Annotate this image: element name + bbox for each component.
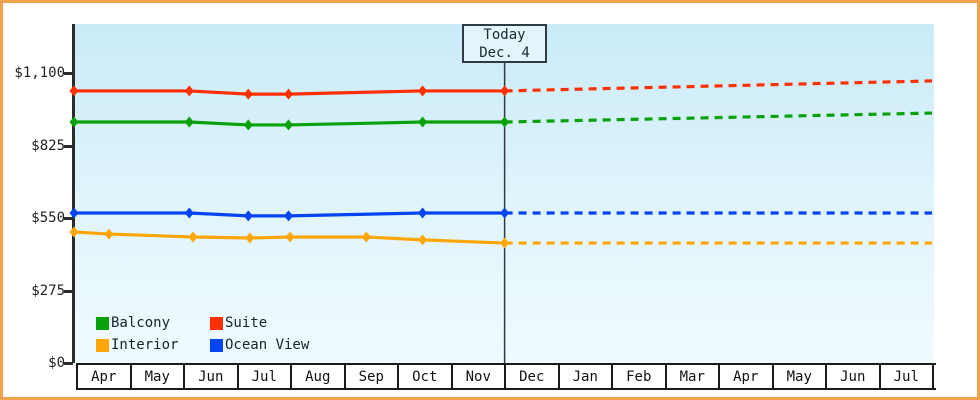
month-cell: Apr xyxy=(720,365,774,388)
series-forecast-suite xyxy=(504,79,933,93)
month-cell: May xyxy=(774,365,827,388)
month-cell: Sep xyxy=(346,365,399,388)
y-tick-mark xyxy=(64,217,73,220)
data-point-diamond-suite xyxy=(284,88,293,100)
month-cell: Jul xyxy=(881,365,934,388)
data-point-diamond-ocean-view xyxy=(284,210,293,222)
today-annotation-box: Today Dec. 4 xyxy=(462,24,547,63)
month-cell: Mar xyxy=(667,365,720,388)
data-point-diamond-suite xyxy=(69,85,79,97)
today-date: Dec. 4 xyxy=(479,44,530,61)
data-point-diamond-interior xyxy=(69,226,79,238)
data-point-diamond-ocean-view xyxy=(184,207,194,219)
y-tick-label: $1,100 xyxy=(14,65,65,81)
series-forecast-balcony xyxy=(504,111,933,124)
month-cell: Dec xyxy=(506,365,560,388)
data-point-diamond-balcony xyxy=(418,116,428,128)
data-point-diamond-ocean-view xyxy=(243,210,253,222)
data-point-diamond-ocean-view xyxy=(418,207,428,219)
price-lines-canvas xyxy=(69,62,933,363)
series-line-suite xyxy=(74,89,505,96)
data-point-diamond-suite xyxy=(500,85,510,97)
legend-swatch-ocean-view xyxy=(210,338,223,352)
data-point-diamond-ocean-view xyxy=(69,207,79,219)
month-cell: Jan xyxy=(560,365,613,388)
today-label: Today xyxy=(483,26,526,43)
data-point-diamond-suite xyxy=(243,88,253,100)
data-point-diamond-interior xyxy=(285,231,295,243)
legend-item-ocean-view: Ocean View xyxy=(210,337,309,353)
data-point-diamond-interior xyxy=(245,232,255,244)
data-point-diamond-balcony xyxy=(284,119,293,131)
y-tick-label: $825 xyxy=(31,137,65,154)
data-point-diamond-balcony xyxy=(500,116,510,128)
legend-swatch-interior xyxy=(96,338,109,352)
data-point-diamond-ocean-view xyxy=(500,207,510,219)
month-cell: Jul xyxy=(239,365,292,388)
month-cell: May xyxy=(132,365,185,388)
y-tick-mark xyxy=(64,289,73,293)
y-tick-label: $550 xyxy=(31,210,65,226)
legend-label-balcony: Balcony xyxy=(111,315,171,331)
legend-swatch-balcony xyxy=(96,316,109,330)
legend-label-suite: Suite xyxy=(225,315,268,331)
y-axis-line xyxy=(72,24,75,363)
y-tick-label: $0 xyxy=(48,355,65,371)
series-line-ocean-view xyxy=(74,211,505,218)
month-cell: Apr xyxy=(78,365,132,388)
series-line-interior xyxy=(73,230,505,245)
month-cell: Aug xyxy=(292,365,346,388)
data-point-diamond-interior xyxy=(104,228,114,240)
month-cell: Jun xyxy=(827,365,881,388)
y-tick-mark xyxy=(64,362,73,365)
data-point-diamond-balcony xyxy=(184,116,194,128)
data-point-diamond-interior xyxy=(418,234,428,246)
month-cell: Nov xyxy=(453,365,506,388)
legend: Balcony Suite Interior Ocean View xyxy=(96,315,309,353)
legend-label-interior: Interior xyxy=(111,337,179,353)
series-line-balcony xyxy=(74,120,505,127)
month-cell: Oct xyxy=(399,365,453,388)
legend-item-balcony: Balcony xyxy=(96,315,210,331)
legend-item-suite: Suite xyxy=(210,315,309,331)
data-point-diamond-balcony xyxy=(69,116,79,128)
month-cell: Jun xyxy=(185,365,239,388)
y-tick-mark xyxy=(64,144,73,148)
month-strip-tail xyxy=(934,365,936,388)
legend-label-ocean-view: Ocean View xyxy=(225,337,310,353)
data-point-diamond-interior xyxy=(188,231,198,243)
y-tick-label: $275 xyxy=(31,282,65,299)
legend-item-interior: Interior xyxy=(96,337,210,353)
data-point-diamond-interior xyxy=(500,237,510,249)
data-point-diamond-suite xyxy=(418,85,428,97)
data-point-diamond-balcony xyxy=(243,119,253,131)
y-tick-mark xyxy=(64,72,73,75)
data-point-diamond-suite xyxy=(184,85,194,97)
legend-swatch-suite xyxy=(210,316,223,330)
data-point-diamond-interior xyxy=(361,231,371,243)
x-axis-month-strip: Apr May Jun Jul Aug Sep Oct Nov Dec Jan Feb Mar Apr M… xyxy=(76,363,936,390)
month-cell: Feb xyxy=(613,365,667,388)
